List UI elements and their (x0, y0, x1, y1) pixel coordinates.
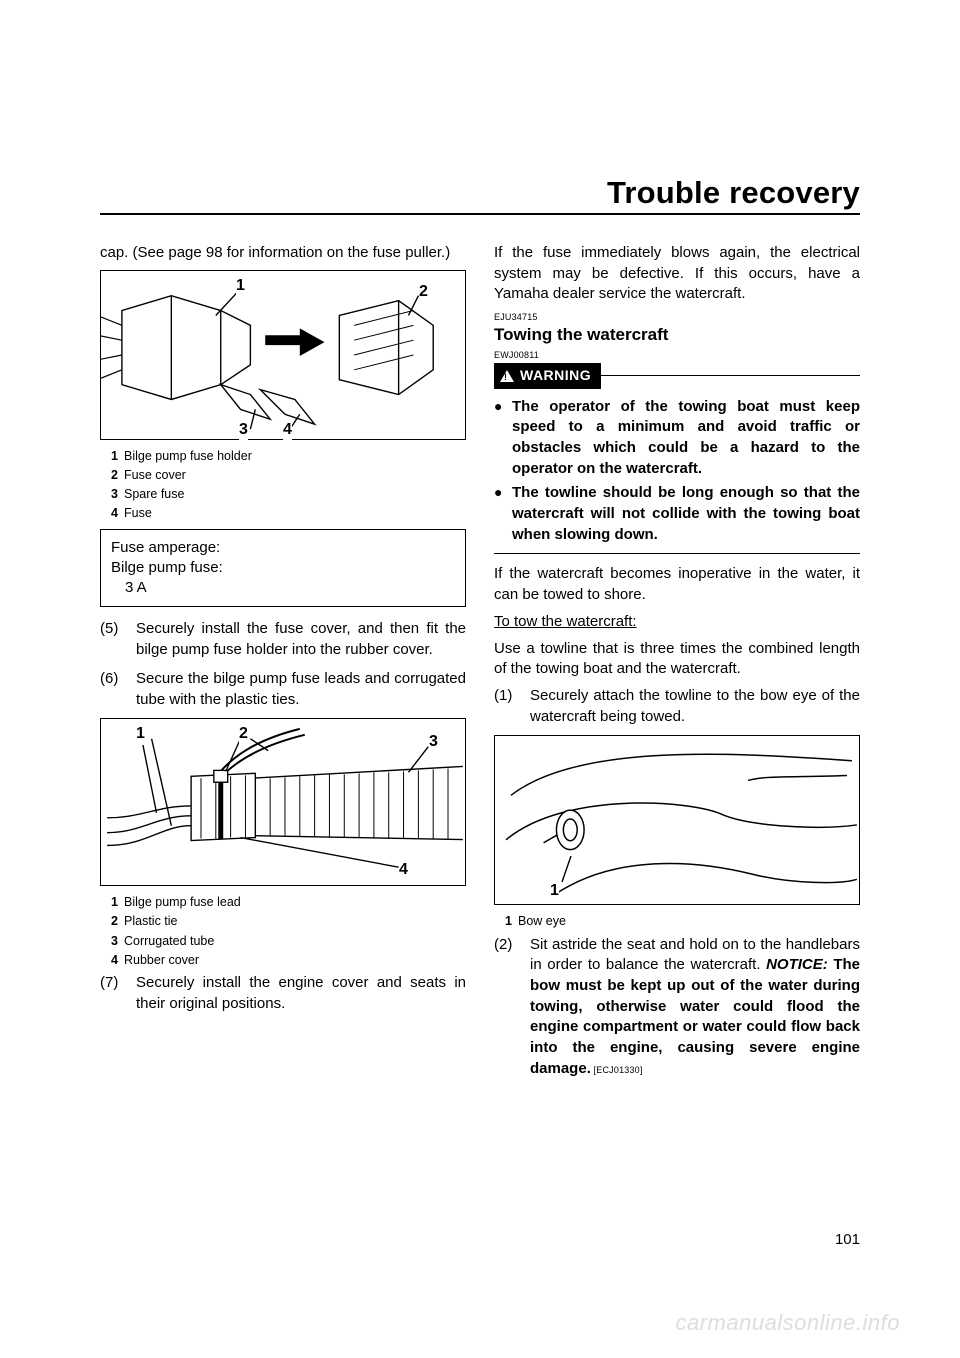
legend-item: 2Fuse cover (106, 467, 466, 484)
warning-bar: WARNING (494, 363, 860, 388)
ref-code-1: EJU34715 (494, 311, 860, 323)
fuse-amperage-box: Fuse amperage: Bilge pump fuse: 3 A (100, 529, 466, 608)
step-6: (6) Secure the bilge pump fuse leads and… (100, 669, 466, 710)
notice-label: NOTICE: (766, 956, 828, 973)
columns: cap. (See page 98 for information on the… (100, 243, 860, 1087)
figure3-legend: 1Bow eye (500, 913, 860, 930)
bullet-item: ● The operator of the towing boat must k… (494, 397, 860, 480)
callout-2: 2 (419, 281, 428, 303)
figure-bow-eye: 1 (494, 735, 860, 905)
figure2-legend: 1Bilge pump fuse lead 2Plastic tie 3Corr… (106, 894, 466, 969)
bow-eye-illustration (495, 736, 859, 904)
info-l3: 3 A (111, 578, 455, 598)
page-title: Trouble recovery (100, 175, 860, 211)
info-l2: Bilge pump fuse: (111, 558, 455, 578)
right-column: If the fuse immediately blows again, the… (494, 243, 860, 1087)
callout-leader (557, 856, 577, 886)
step-5: (5) Securely install the fuse cover, and… (100, 619, 466, 660)
legend-item: 4Fuse (106, 505, 466, 522)
after-warning-text: If the watercraft becomes inoperative in… (494, 564, 860, 605)
step-7: (7) Securely install the engine cover an… (100, 973, 466, 1014)
plastic-tie-illustration (101, 719, 465, 885)
procedure-heading: To tow the watercraft: (494, 613, 637, 630)
step2-body: Sit astride the seat and hold on to the … (530, 935, 860, 1080)
legend-item: 1Bilge pump fuse holder (106, 448, 466, 465)
warning-bullets: ● The operator of the towing boat must k… (494, 397, 860, 546)
section-heading: Towing the watercraft (494, 323, 860, 346)
figure1-legend: 1Bilge pump fuse holder 2Fuse cover 3Spa… (106, 448, 466, 523)
legend-item: 3Corrugated tube (106, 933, 466, 950)
callout-4: 4 (399, 859, 408, 881)
notice-text: The bow must be kept up out of the water… (530, 956, 860, 1076)
legend-item: 4Rubber cover (106, 952, 466, 969)
tow-step-2: (2) Sit astride the seat and hold on to … (494, 935, 860, 1080)
right-intro: If the fuse immediately blows again, the… (494, 243, 860, 305)
warning-triangle-icon (500, 370, 514, 382)
callout-2: 2 (239, 723, 248, 745)
divider-rule (494, 553, 860, 554)
callout-3: 3 (429, 731, 438, 753)
legend-item: 1Bilge pump fuse lead (106, 894, 466, 911)
page-number: 101 (835, 1231, 860, 1248)
tow-step-1: (1) Securely attach the towline to the b… (494, 686, 860, 727)
watermark: carmanualsonline.info (675, 1310, 900, 1336)
legend-item: 3Spare fuse (106, 486, 466, 503)
warning-label: WARNING (494, 363, 601, 388)
left-intro: cap. (See page 98 for information on the… (100, 243, 466, 264)
bullet-dot-icon: ● (494, 397, 504, 480)
callout-1: 1 (236, 275, 245, 297)
fuse-holder-illustration (101, 271, 465, 439)
procedure-intro: Use a towline that is three times the co… (494, 639, 860, 680)
legend-item: 2Plastic tie (106, 913, 466, 930)
warning-rule (601, 375, 860, 376)
bullet-dot-icon: ● (494, 483, 504, 545)
bullet-item: ● The towline should be long enough so t… (494, 483, 860, 545)
notice-code: [ECJ01330] (591, 1065, 643, 1075)
legend-item: 1Bow eye (500, 913, 860, 930)
warning-text: WARNING (520, 366, 591, 385)
ref-code-2: EWJ00811 (494, 349, 860, 361)
figure-fuse-holder: 1 2 3 4 (100, 270, 466, 440)
left-column: cap. (See page 98 for information on the… (100, 243, 466, 1087)
callout-3: 3 (239, 419, 248, 441)
callout-4: 4 (283, 419, 292, 441)
page: Trouble recovery cap. (See page 98 for i… (0, 0, 960, 1358)
info-l1: Fuse amperage: (111, 538, 455, 558)
callout-1: 1 (136, 723, 145, 745)
title-rule: Trouble recovery (100, 175, 860, 215)
figure-plastic-tie: 1 2 3 4 (100, 718, 466, 886)
